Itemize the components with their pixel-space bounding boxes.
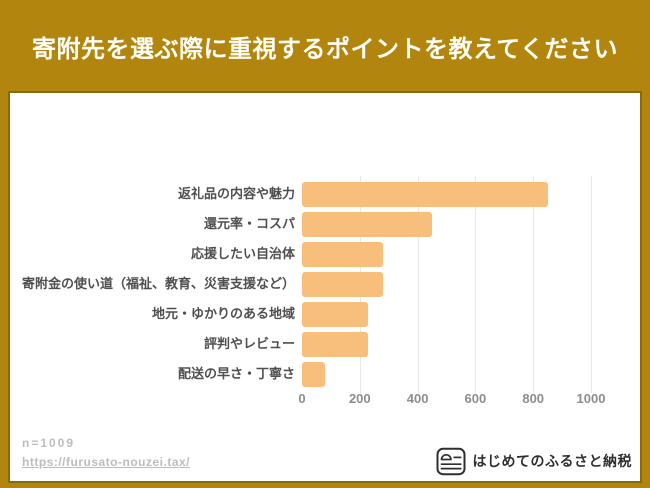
bar [302,181,548,207]
x-tick-label: 1000 [576,391,606,406]
x-tick-label: 200 [348,391,371,406]
source-note: n=1009 https://furusato-nouzei.tax/ [22,437,190,468]
category-label: 還元率・コスパ [203,216,295,232]
chart-row: 地元・ゆかりのある地域 [10,299,640,329]
gridline [417,176,419,393]
page-title: 寄附先を選ぶ際に重視するポイントを教えてください [31,36,619,63]
x-axis: 0 200 400 600 800 1000 [298,391,605,409]
x-tick-label: 400 [406,391,429,406]
chart-row: 配送の早さ・丁寧さ [10,359,640,389]
furusato-card-icon [436,447,466,476]
bar [302,331,369,357]
sample-size: n=1009 [22,436,76,450]
category-label: 寄附金の使い道（福祉、教育、災害支援など） [21,276,295,292]
category-label: 配送の早さ・丁寧さ [177,366,295,382]
header: 寄附先を選ぶ際に重視するポイントを教えてください [0,0,650,93]
bar [302,211,433,237]
gridline [475,176,477,393]
bar-track [302,211,591,237]
chart-row: 還元率・コスパ [10,209,640,239]
bar-track [302,271,591,297]
chart-row: 返礼品の内容や魅力 [10,179,640,209]
bar-track [302,181,591,207]
bar [302,241,383,267]
bar-track [302,241,591,267]
bar-track [302,331,591,357]
chart-row: 寄附金の使い道（福祉、教育、災害支援など） [10,269,640,299]
x-tick-label: 0 [298,391,306,406]
x-tick-label: 800 [522,391,545,406]
chart-row: 応援したい自治体 [10,239,640,269]
category-label: 返礼品の内容や魅力 [177,186,295,202]
bar [302,271,383,297]
gridline [533,176,535,393]
gridline [591,176,592,393]
chart-rows: 返礼品の内容や魅力還元率・コスパ応援したい自治体寄附金の使い道（福祉、教育、災害… [10,179,640,389]
category-label: 応援したい自治体 [190,246,295,262]
brand-logo: はじめてのふるさと納税 [436,446,633,476]
chart-row: 評判やレビュー [10,329,640,359]
bar [302,361,326,387]
source-link[interactable]: https://furusato-nouzei.tax/ [22,455,190,469]
category-label: 地元・ゆかりのある地域 [151,306,295,322]
category-label: 評判やレビュー [203,336,295,352]
chart-panel: 返礼品の内容や魅力還元率・コスパ応援したい自治体寄附金の使い道（福祉、教育、災害… [10,93,640,481]
x-tick-label: 600 [464,391,487,406]
bar-track [302,361,591,387]
bar-track [302,301,591,327]
brand-name: はじめてのふるさと納税 [472,455,632,470]
bar-chart: 返礼品の内容や魅力還元率・コスパ応援したい自治体寄附金の使い道（福祉、教育、災害… [10,176,640,409]
bar [302,301,369,327]
